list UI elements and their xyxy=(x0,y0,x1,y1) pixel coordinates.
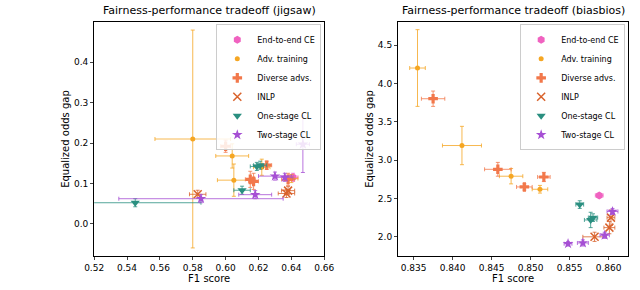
svg-text:Diverse advs.: Diverse advs. xyxy=(561,74,615,83)
svg-text:3.5: 3.5 xyxy=(378,117,392,127)
svg-text:End-to-end CE: End-to-end CE xyxy=(561,36,618,45)
svg-text:Diverse advs.: Diverse advs. xyxy=(257,74,311,83)
svg-text:INLP: INLP xyxy=(257,93,275,102)
svg-text:0.54: 0.54 xyxy=(117,263,137,273)
svg-text:0.3: 0.3 xyxy=(74,98,88,108)
svg-text:One-stage CL: One-stage CL xyxy=(257,112,312,121)
svg-text:F1 score: F1 score xyxy=(492,273,534,284)
svg-text:One-stage CL: One-stage CL xyxy=(561,112,616,121)
svg-text:3.0: 3.0 xyxy=(378,155,393,165)
svg-text:0.845: 0.845 xyxy=(479,263,505,273)
svg-text:Two-stage CL: Two-stage CL xyxy=(560,131,614,140)
svg-text:0.4: 0.4 xyxy=(74,57,89,67)
svg-text:Adv. training: Adv. training xyxy=(257,55,308,64)
svg-text:0.2: 0.2 xyxy=(74,138,88,148)
svg-text:0.62: 0.62 xyxy=(248,263,268,273)
svg-text:0.835: 0.835 xyxy=(401,263,427,273)
svg-text:2.5: 2.5 xyxy=(378,194,392,204)
svg-text:0.56: 0.56 xyxy=(150,263,170,273)
svg-text:0.64: 0.64 xyxy=(281,263,301,273)
svg-text:0.840: 0.840 xyxy=(440,263,466,273)
svg-text:F1 score: F1 score xyxy=(188,273,230,284)
svg-text:Equalized odds gap: Equalized odds gap xyxy=(60,90,71,188)
svg-text:0.0: 0.0 xyxy=(74,219,89,229)
svg-text:End-to-end CE: End-to-end CE xyxy=(257,36,314,45)
svg-text:0.60: 0.60 xyxy=(216,263,236,273)
svg-text:INLP: INLP xyxy=(561,93,579,102)
svg-text:Fairness-performance tradeoff: Fairness-performance tradeoff (jigsaw) xyxy=(103,4,316,17)
svg-text:0.855: 0.855 xyxy=(557,263,583,273)
svg-text:0.860: 0.860 xyxy=(596,263,622,273)
svg-text:Equalized odds gap: Equalized odds gap xyxy=(364,90,375,188)
svg-text:4.0: 4.0 xyxy=(378,79,393,89)
svg-text:4.5: 4.5 xyxy=(378,40,392,50)
svg-text:0.52: 0.52 xyxy=(84,263,104,273)
svg-text:0.58: 0.58 xyxy=(183,263,203,273)
svg-text:Fairness-performance tradeoff: Fairness-performance tradeoff (biasbios) xyxy=(402,4,625,17)
svg-text:2.0: 2.0 xyxy=(378,232,393,242)
svg-text:Two-stage CL: Two-stage CL xyxy=(256,131,310,140)
svg-text:Adv. training: Adv. training xyxy=(561,55,612,64)
svg-text:0.66: 0.66 xyxy=(314,263,334,273)
svg-text:0.850: 0.850 xyxy=(518,263,544,273)
svg-text:0.1: 0.1 xyxy=(74,179,88,189)
